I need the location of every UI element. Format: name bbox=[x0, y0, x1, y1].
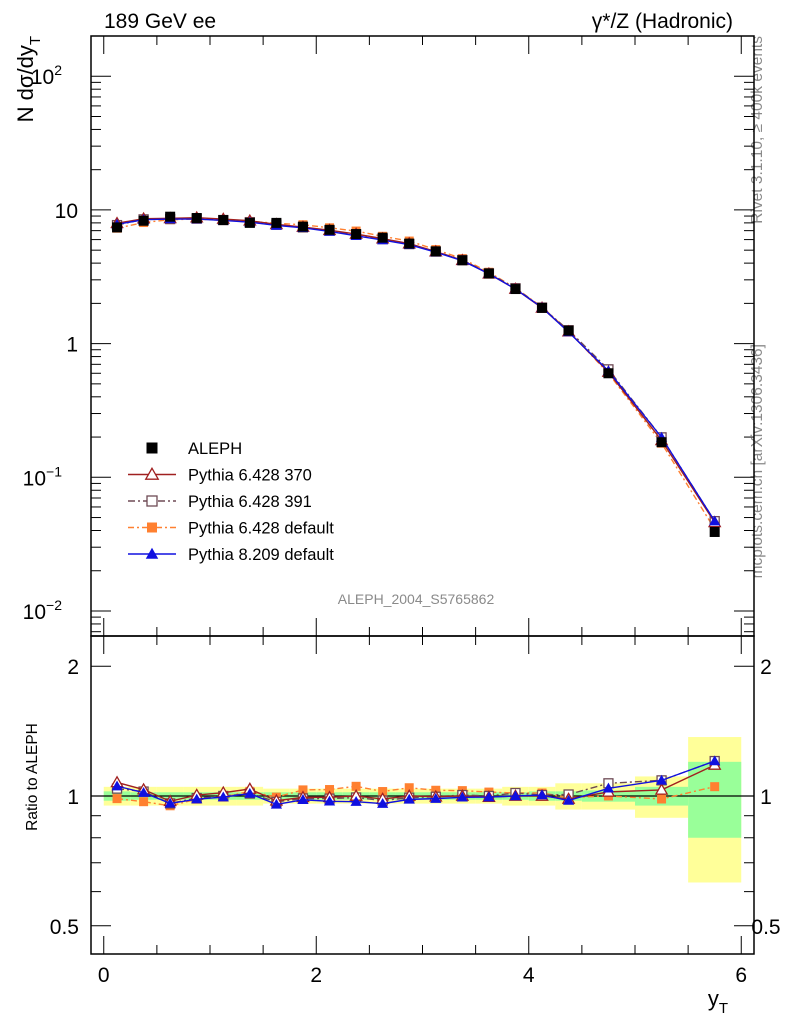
ratio-point bbox=[325, 785, 335, 795]
ratio-point bbox=[112, 794, 122, 804]
data-point bbox=[430, 246, 441, 257]
ratio-point bbox=[602, 782, 615, 793]
data-point bbox=[377, 232, 388, 243]
side-label-mcplots: mcplots.cern.ch [arXiv:1306.3436] bbox=[749, 344, 766, 578]
x-tick-label: 6 bbox=[735, 964, 747, 987]
ratio-point bbox=[137, 787, 150, 797]
ratio-point bbox=[657, 794, 667, 804]
legend-label: Pythia 6.428 default bbox=[188, 520, 334, 538]
ratio-point bbox=[456, 791, 468, 802]
ratio-point bbox=[297, 794, 309, 804]
legend-label: Pythia 6.428 391 bbox=[188, 493, 312, 511]
ratio-point bbox=[351, 781, 361, 791]
main-data-layer bbox=[110, 210, 722, 537]
data-point bbox=[457, 255, 468, 266]
ratio-point bbox=[244, 787, 256, 798]
ratio-y-tick-label-right: 0.5 bbox=[751, 916, 780, 939]
legend-marker bbox=[147, 522, 157, 533]
legend-marker bbox=[146, 495, 158, 507]
mc-point bbox=[709, 515, 721, 526]
data-point bbox=[165, 211, 176, 222]
ratio-point bbox=[164, 797, 176, 808]
data-point bbox=[138, 215, 149, 226]
ratio-point bbox=[403, 793, 415, 804]
ratio-point bbox=[298, 785, 308, 795]
ratio-point bbox=[378, 787, 388, 797]
y-tick-label: 10−2 bbox=[23, 597, 63, 624]
legend-label: ALEPH bbox=[188, 440, 242, 458]
x-tick-label: 0 bbox=[98, 964, 110, 987]
analysis-watermark: ALEPH_2004_S5765862 bbox=[338, 591, 495, 607]
ratio-point bbox=[509, 790, 522, 801]
ratio-point bbox=[270, 798, 283, 809]
data-point bbox=[297, 221, 308, 232]
data-point bbox=[537, 302, 548, 313]
header-left-label: 189 GeV ee bbox=[104, 10, 216, 33]
header-right-label: γ*/Z (Hadronic) bbox=[592, 10, 733, 33]
x-tick-label: 2 bbox=[310, 964, 322, 987]
ratio-y-tick-label: 2 bbox=[67, 656, 79, 679]
ratio-point bbox=[655, 774, 668, 785]
ratio-point bbox=[191, 793, 203, 804]
y-tick-label: 1 bbox=[66, 334, 78, 357]
data-point bbox=[244, 217, 255, 228]
ratio-y-tick-label: 1 bbox=[67, 786, 79, 809]
data-point bbox=[656, 437, 667, 448]
ratio-point bbox=[536, 789, 548, 800]
ratio-point bbox=[430, 792, 442, 803]
data-point bbox=[218, 215, 229, 226]
y-tick-label: 10−1 bbox=[23, 463, 63, 490]
ratio-point bbox=[217, 791, 229, 802]
ratio-ylabel: Ratio to ALEPH bbox=[24, 723, 41, 831]
legend-label: Pythia 6.428 370 bbox=[188, 467, 312, 485]
data-point bbox=[563, 325, 574, 336]
ratio-point bbox=[404, 783, 414, 793]
ratio-point bbox=[323, 795, 336, 806]
ratio-point bbox=[377, 797, 389, 808]
ratio-point bbox=[139, 797, 149, 807]
legend-marker bbox=[146, 442, 158, 454]
data-point bbox=[483, 268, 494, 279]
ratio-y-tick-label-right: 1 bbox=[760, 786, 772, 809]
data-point bbox=[510, 284, 521, 295]
series-line bbox=[116, 217, 716, 522]
data-point bbox=[191, 213, 202, 224]
ratio-panel: 0 2 4 6 0.5 0.5 1 1 2 2 Ratio to ALEPH yT bbox=[24, 635, 781, 1017]
y-tick-label: 10 bbox=[55, 200, 78, 223]
ratio-y-tick-label-right: 2 bbox=[760, 656, 772, 679]
data-point bbox=[404, 238, 415, 249]
data-point bbox=[603, 368, 614, 379]
ratio-xlabel: yT bbox=[708, 986, 728, 1017]
ratio-y-tick-label: 0.5 bbox=[50, 916, 79, 939]
ratio-bands bbox=[91, 737, 754, 883]
ratio-data-layer bbox=[110, 755, 722, 811]
ratio-axes: 0 2 4 6 0.5 0.5 1 1 2 2 bbox=[50, 636, 781, 987]
data-point bbox=[271, 217, 282, 228]
ratio-point bbox=[562, 794, 575, 805]
ratio-point bbox=[710, 782, 720, 792]
ratio-point bbox=[350, 796, 362, 806]
ratio-point bbox=[709, 755, 721, 766]
ratio-point bbox=[654, 782, 669, 795]
data-point bbox=[112, 222, 123, 233]
band-stat bbox=[688, 761, 742, 838]
x-tick-label: 4 bbox=[523, 964, 535, 987]
data-point bbox=[324, 224, 335, 235]
legend-marker bbox=[144, 466, 160, 480]
legend-label: Pythia 8.209 default bbox=[188, 546, 334, 564]
data-point bbox=[709, 526, 720, 537]
data-point bbox=[351, 229, 362, 240]
ratio-point bbox=[111, 780, 123, 791]
legend-marker bbox=[145, 547, 159, 559]
ratio-point bbox=[483, 791, 495, 802]
legend: ALEPH Pythia 6.428 370 Pythia 6.428 391 Pyt… bbox=[128, 440, 334, 564]
